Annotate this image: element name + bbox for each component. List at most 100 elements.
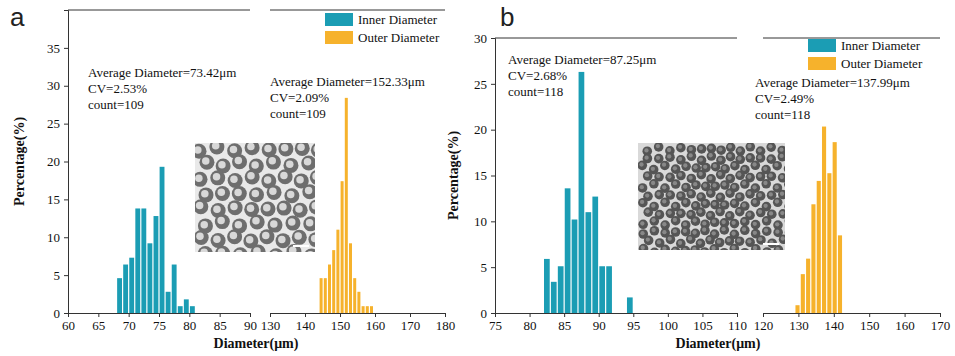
histogram-bar [833, 142, 837, 313]
histogram-bar [320, 278, 323, 313]
inset-particle-core [747, 155, 751, 159]
x-axis-tick: 110 [728, 313, 747, 333]
inset-particle-core [218, 189, 226, 197]
inset-particle [715, 207, 725, 217]
x-axis-tick-mark [340, 313, 341, 317]
inset-particle [681, 162, 691, 172]
inset-particle [779, 234, 785, 244]
inset-particle-core [775, 230, 779, 234]
inset-particle [660, 161, 670, 171]
histogram-bar [827, 173, 831, 313]
x-axis: 7580859095100105110 [489, 313, 747, 333]
y-axis-tick: 30 [474, 31, 495, 46]
histogram-bar [822, 127, 826, 313]
inset-particle [778, 173, 785, 183]
y-axis-tick: 0 [481, 306, 496, 321]
inset-particle [309, 200, 315, 215]
inset-particle [686, 234, 696, 244]
y-axis-tick-label: 20 [47, 154, 60, 169]
inset-particle-core [708, 213, 712, 217]
y-axis-tick-label: 25 [47, 116, 60, 131]
x-axis-tick: 130 [789, 313, 809, 333]
y-axis-tick-label: 15 [47, 192, 60, 207]
inset-particle [785, 216, 786, 226]
inset-particle [726, 152, 736, 162]
inset-particle [681, 246, 691, 250]
x-axis-line [764, 314, 941, 318]
y-axis-tick-label: 0 [481, 306, 488, 321]
y-axis-tick-mark [491, 267, 495, 268]
legend: Inner DiameterOuter Diameter [808, 38, 923, 71]
inset-particle-core [753, 246, 757, 250]
inset-particle-core [713, 164, 717, 168]
inset-particle [302, 184, 315, 199]
histogram-bar [328, 265, 331, 313]
inset-particle-core [731, 221, 735, 225]
inset-particle-core [201, 190, 209, 198]
inset-particle-core [712, 183, 716, 187]
inset-particle-core [698, 209, 702, 213]
inset-particle [260, 201, 275, 216]
inset-particle-core [708, 153, 712, 157]
x-axis-tick-mark [702, 313, 703, 317]
inset-particle [232, 186, 247, 201]
inset-particle [676, 143, 686, 152]
inset-particle-core [753, 231, 757, 235]
inset-particle-core [742, 219, 746, 223]
histogram-bar [345, 98, 348, 313]
inset-particle-core [662, 222, 666, 226]
x-axis-tick-mark [159, 313, 160, 317]
inset-particle [736, 146, 746, 156]
inset-particle [671, 216, 681, 226]
inset-particle-core [768, 144, 772, 148]
inset-particle-core [699, 157, 703, 161]
inset-particle-core [656, 174, 660, 178]
inset-particle [784, 179, 785, 189]
annotation: Average Diameter=73.42μm [88, 65, 236, 80]
inset-particle-core [752, 199, 756, 203]
x-axis-tick-mark [763, 313, 764, 317]
inset-particle-core [688, 191, 692, 195]
inset-particle [644, 236, 654, 246]
annotation: count=118 [508, 84, 563, 99]
histogram-bar [160, 167, 165, 313]
x-axis-tick-label: 80 [183, 318, 196, 333]
inset-particle [700, 226, 710, 236]
inset-particle [295, 143, 310, 156]
inset-particle-core [667, 236, 671, 240]
inset-particle [686, 189, 696, 199]
x-axis-tick: 180 [436, 313, 456, 333]
inset-particle-core [645, 209, 649, 213]
x-axis-tick-label: 170 [931, 318, 951, 333]
inset-particle [199, 155, 214, 170]
inset-particle-core [640, 221, 644, 225]
inset-particle-core [683, 200, 687, 204]
inset-particle-core [768, 156, 772, 160]
inset-particle-core [651, 167, 655, 171]
inset-particle-core [732, 184, 736, 188]
y-axis-tick: 30 [47, 78, 68, 93]
inset-particle [773, 197, 783, 207]
annotation: CV=2.49% [755, 91, 814, 106]
histogram-bar [357, 292, 360, 313]
histogram-bar [353, 278, 356, 313]
inset-particle-core [742, 203, 746, 207]
panel-label: b [500, 2, 514, 32]
x-axis-tick-label: 75 [489, 318, 502, 333]
inset-particle [278, 143, 293, 156]
inset-particle-core [737, 238, 741, 242]
inset-particle [697, 170, 707, 180]
x-axis-tick: 95 [627, 313, 640, 333]
histogram-bar [795, 305, 799, 313]
legend-swatch [808, 57, 836, 70]
inset-particle [676, 171, 686, 181]
x-axis-tick-mark [270, 313, 271, 317]
inset-particle [292, 230, 307, 245]
inset-particle-core [753, 222, 757, 226]
inset-particle-core [264, 176, 272, 184]
inset-particle [311, 143, 315, 158]
y-axis-tick-label: 5 [481, 260, 488, 275]
inset-particle-core [644, 156, 648, 160]
inset-particle-core [662, 199, 666, 203]
inset-particle-core [763, 181, 767, 185]
